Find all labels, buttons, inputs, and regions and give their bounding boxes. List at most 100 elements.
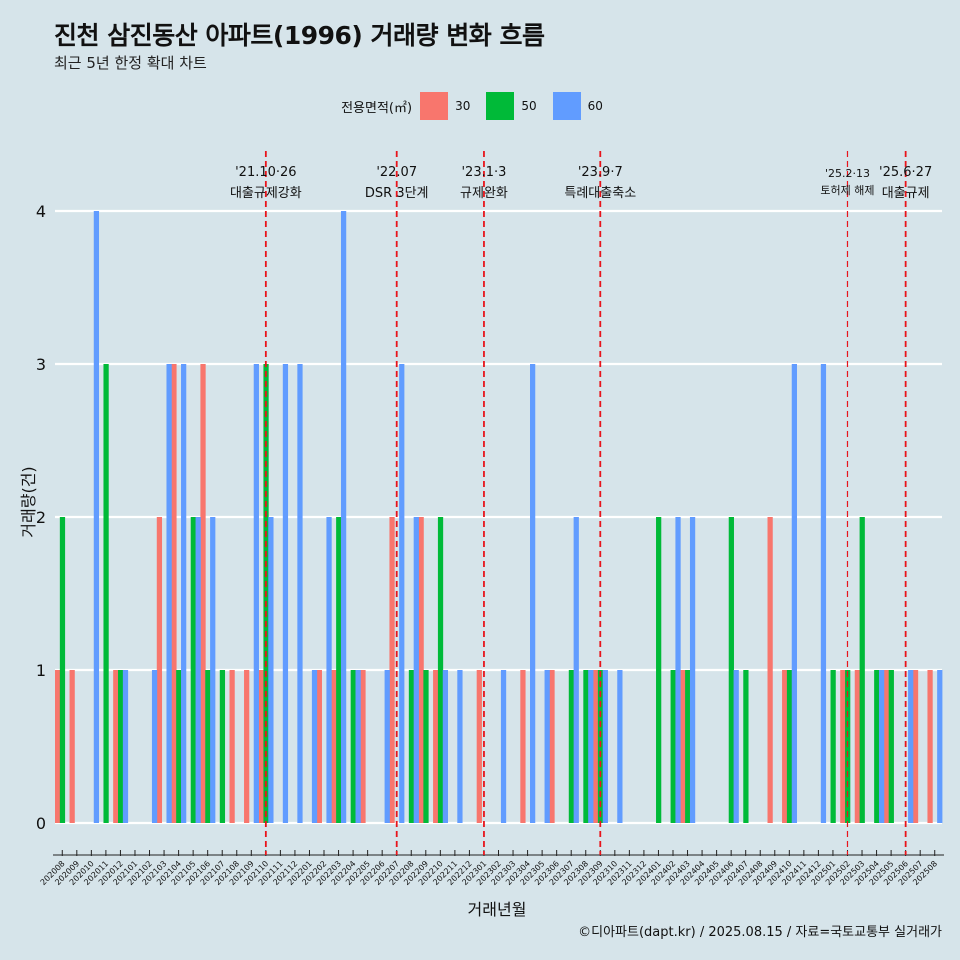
bar-50-202407 xyxy=(743,670,749,823)
bar-30-202301 xyxy=(476,670,482,823)
bar-60-202208 xyxy=(413,517,419,823)
event-name-label: 대출규제강화 xyxy=(230,186,302,201)
legend-title: 전용면적(㎡) xyxy=(341,100,413,116)
bar-30-202203 xyxy=(331,670,337,823)
bar-60-202103 xyxy=(166,364,172,823)
bar-30-202103 xyxy=(156,517,163,823)
legend-swatch-60 xyxy=(552,92,581,120)
bar-50-202307 xyxy=(568,670,575,823)
bar-50-202011 xyxy=(103,364,109,823)
bar-30-202008 xyxy=(55,670,61,823)
bar-30-202507 xyxy=(912,670,919,823)
bar-30-202108 xyxy=(229,670,235,823)
bar-60-202302 xyxy=(500,670,507,823)
bar-60-202104 xyxy=(181,364,187,823)
bar-60-202112 xyxy=(297,364,303,823)
bar-60-202310 xyxy=(617,670,623,823)
event-date-label: '22.07 xyxy=(376,165,417,180)
bar-30-202106 xyxy=(200,364,206,823)
y-tick-label: 1 xyxy=(36,661,46,680)
bar-60-202206 xyxy=(384,670,390,823)
bar-60-202406 xyxy=(733,670,739,823)
bar-60-202012 xyxy=(122,670,129,823)
bar-30-202104 xyxy=(171,364,177,823)
y-tick-label: 3 xyxy=(36,355,46,374)
bar-50-202501 xyxy=(830,670,836,823)
bar-50-202403 xyxy=(685,670,691,823)
bar-30-202409 xyxy=(767,517,773,823)
event-name-label: DSR 3단계 xyxy=(365,186,429,201)
bar-60-202412 xyxy=(820,364,827,823)
bar-30-202109 xyxy=(244,670,250,823)
bar-50-202401 xyxy=(656,517,662,823)
bar-50-202105 xyxy=(190,517,196,823)
bar-50-202505 xyxy=(888,670,894,823)
bar-60-202010 xyxy=(93,211,100,823)
legend-item-30: 30 xyxy=(420,92,480,120)
y-tick-label: 0 xyxy=(36,814,46,833)
legend-label-60: 60 xyxy=(587,99,603,113)
bar-30-202012 xyxy=(113,670,119,823)
bar-60-202202 xyxy=(326,517,332,823)
bar-60-202207 xyxy=(399,364,405,823)
legend-swatch-30 xyxy=(420,92,449,120)
event-date-label: '25.2·13 xyxy=(825,167,870,180)
y-tick-label: 2 xyxy=(36,508,46,527)
bar-50-202204 xyxy=(350,670,356,823)
bar-50-202106 xyxy=(205,670,211,823)
bar-30-202110 xyxy=(258,670,264,823)
bar-60-202203 xyxy=(340,211,347,823)
bar-60-202111 xyxy=(282,364,289,823)
bar-50-202104 xyxy=(176,670,182,823)
bar-30-202410 xyxy=(782,670,788,823)
bar-50-202012 xyxy=(118,670,124,823)
event-date-label: '23.1·3 xyxy=(461,165,506,180)
bar-30-202502 xyxy=(840,670,846,823)
legend-item-50: 50 xyxy=(486,92,546,120)
event-date-label: '21.10·26 xyxy=(235,165,296,180)
legend: 전용면적(㎡) 30 50 60 xyxy=(0,92,960,120)
event-name-label: 대출규제 xyxy=(882,186,930,201)
bar-60-202109 xyxy=(253,364,259,823)
chart-subtitle: 최근 5년 한정 확대 차트 xyxy=(54,54,207,72)
bar-30-202306 xyxy=(549,670,555,823)
bar-60-202403 xyxy=(689,517,696,823)
legend-label-30: 30 xyxy=(455,99,471,113)
bar-30-202403 xyxy=(680,670,686,823)
bar-30-202205 xyxy=(360,670,366,823)
bar-60-202105 xyxy=(195,517,201,823)
bar-60-202110 xyxy=(268,517,274,823)
bar-60-202211 xyxy=(457,670,463,823)
bar-60-202308 xyxy=(588,670,594,823)
bar-60-202305 xyxy=(544,670,550,823)
bar-30-202309 xyxy=(593,670,599,823)
bar-50-202410 xyxy=(786,670,793,823)
x-axis-title: 거래년월 xyxy=(468,900,527,919)
y-tick-label: 4 xyxy=(36,202,46,221)
bar-60-202304 xyxy=(530,364,536,823)
bar-50-202208 xyxy=(408,670,415,823)
bar-60-202402 xyxy=(675,517,681,823)
bar-60-202504 xyxy=(878,670,885,823)
bar-50-202406 xyxy=(728,517,734,823)
legend-swatch-50 xyxy=(486,92,515,120)
bar-30-202505 xyxy=(883,670,890,823)
bar-30-202503 xyxy=(854,670,861,823)
y-axis-title: 거래량(건) xyxy=(19,466,38,537)
bar-30-202009 xyxy=(69,670,75,823)
bar-60-202410 xyxy=(791,364,797,823)
bar-50-202107 xyxy=(219,670,226,823)
caption: ©디아파트(dapt.kr) / 2025.08.15 / 자료=국토교통부 실… xyxy=(578,925,942,940)
bar-30-202508 xyxy=(927,670,933,823)
bar-50-202504 xyxy=(874,670,880,823)
bar-60-202106 xyxy=(210,517,216,823)
event-name-label: 특례대출축소 xyxy=(564,186,636,201)
bar-50-202209 xyxy=(423,670,429,823)
bar-50-202210 xyxy=(437,517,444,823)
bar-30-202210 xyxy=(433,670,439,823)
legend-item-60: 60 xyxy=(552,92,613,120)
bar-60-202204 xyxy=(355,670,361,823)
bar-50-202203 xyxy=(336,517,342,823)
chart-title: 진천 삼진동산 아파트(1996) 거래량 변화 흐름 xyxy=(54,21,545,50)
